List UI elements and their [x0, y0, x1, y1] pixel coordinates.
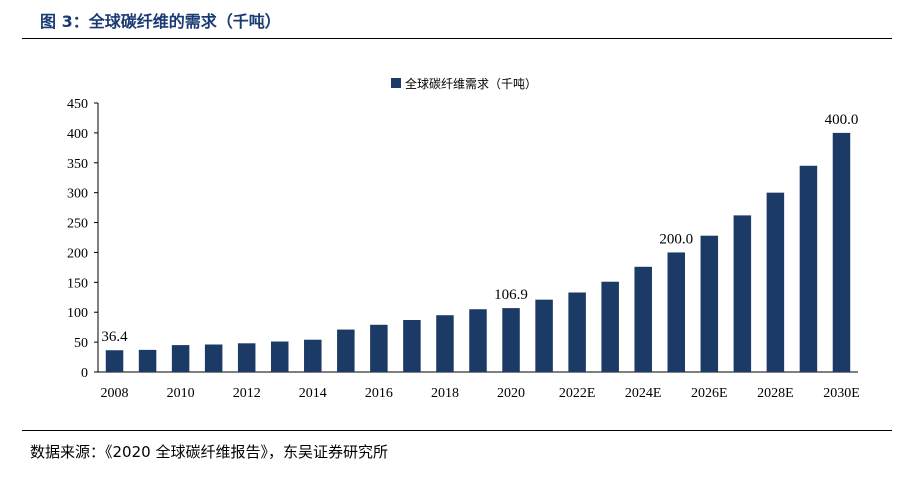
- x-tick-label: 2026E: [691, 386, 728, 401]
- y-tick-label: 200: [67, 246, 88, 261]
- x-tick-label: 2028E: [757, 386, 794, 401]
- bar-2012: [237, 343, 256, 372]
- bar-2009: [138, 349, 157, 372]
- bar-2018: [436, 315, 454, 372]
- bar-2019: [469, 309, 487, 372]
- y-tick-label: 450: [67, 97, 88, 112]
- top-rule: [22, 38, 892, 39]
- bar-2020: [502, 308, 520, 372]
- legend-swatch: [391, 78, 401, 88]
- bar-2011: [204, 344, 223, 372]
- y-tick-label: 50: [74, 336, 88, 351]
- y-tick-label: 0: [81, 366, 88, 381]
- chart-legend: 全球碳纤维需求（千吨）: [391, 76, 537, 91]
- bar-2024E: [634, 266, 652, 372]
- data-label: 106.9: [494, 287, 528, 303]
- x-tick-label: 2030E: [823, 386, 860, 401]
- x-tick-label: 2012: [233, 386, 261, 401]
- data-label: 36.4: [101, 329, 128, 345]
- data-label: 200.0: [659, 231, 693, 247]
- bar-2023E: [601, 281, 619, 372]
- x-tick-label: 2024E: [625, 386, 662, 401]
- y-tick-label: 350: [67, 157, 88, 172]
- source-note: 数据来源：《2020 全球碳纤维报告》，东吴证券研究所: [30, 443, 388, 461]
- bar-2013: [270, 341, 289, 372]
- bar-2028E: [766, 192, 785, 372]
- y-tick-label: 400: [67, 127, 88, 142]
- x-tick-label: 2008: [101, 386, 129, 401]
- bar-2016: [370, 324, 388, 372]
- bar-2026E: [700, 235, 719, 372]
- bar-2008: [105, 350, 124, 372]
- bar-2014: [304, 339, 322, 372]
- bottom-rule: [22, 430, 892, 431]
- bar-2022E: [568, 292, 586, 372]
- bar-series: [105, 132, 851, 372]
- y-axis-ticks: 0 50 100 150 200 250 300 350 400 450: [67, 97, 98, 381]
- data-label: 400.0: [825, 112, 859, 128]
- y-tick-label: 300: [67, 187, 88, 202]
- figure-title: 图 3：全球碳纤维的需求（千吨）: [40, 12, 281, 31]
- bar-2021: [535, 299, 553, 372]
- legend-label: 全球碳纤维需求（千吨）: [405, 76, 537, 91]
- x-axis-ticks: 2008 2010 2012 2014 2016 2018 2020 2022E 2024E 20…: [101, 386, 860, 401]
- x-tick-label: 2014: [299, 386, 327, 401]
- x-tick-label: 2018: [431, 386, 459, 401]
- y-tick-label: 250: [67, 217, 88, 232]
- bar-chart: 全球碳纤维需求（千吨） 050100150200250300350400450 …: [67, 76, 860, 401]
- bar-2010: [171, 345, 190, 372]
- x-tick-label: 2022E: [559, 386, 596, 401]
- y-tick-label: 100: [67, 306, 88, 321]
- y-tick-label: 150: [67, 276, 88, 291]
- x-tick-label: 2016: [365, 386, 393, 401]
- bar-2025E: [667, 252, 686, 372]
- bar-2029E: [799, 165, 818, 372]
- x-tick-label: 2010: [167, 386, 195, 401]
- bar-2017: [403, 319, 421, 372]
- bar-2030E: [832, 132, 851, 372]
- bar-2015: [337, 329, 355, 372]
- data-labels: 36.4 106.9 200.0 400.0: [101, 112, 858, 345]
- bar-2027E: [733, 215, 752, 372]
- x-tick-label: 2020: [497, 386, 525, 401]
